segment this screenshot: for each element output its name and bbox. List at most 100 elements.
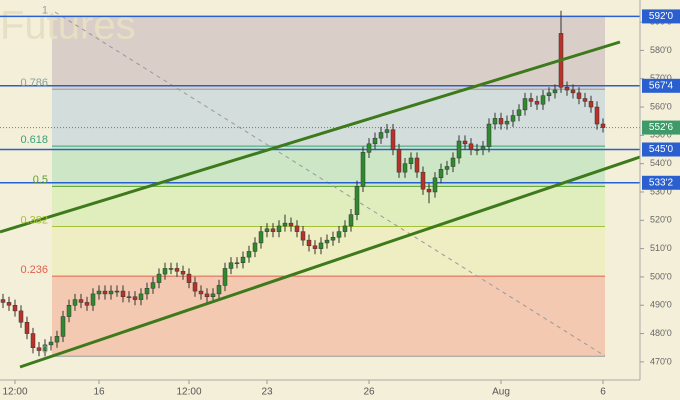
candle-body <box>150 282 156 289</box>
x-tick-label: 26 <box>363 387 375 398</box>
candle-body <box>510 115 516 122</box>
candle-body <box>408 157 414 164</box>
candle-body <box>402 163 408 173</box>
y-tick-label: 540'0 <box>650 158 672 168</box>
fib-zone <box>52 226 605 277</box>
candle-body <box>432 177 438 193</box>
candle-body <box>126 296 132 299</box>
candle-body <box>570 89 576 94</box>
price-tag <box>642 9 680 24</box>
candle-body <box>576 92 582 99</box>
candle-body <box>60 316 66 337</box>
fib-level-label: 0.618 <box>20 134 48 146</box>
candle-body <box>420 171 426 190</box>
candle-body <box>594 106 600 125</box>
candle-body <box>300 231 306 241</box>
trend-line-lower <box>19 155 641 369</box>
candle-body <box>96 290 102 295</box>
candle-body <box>492 118 498 125</box>
candle-body <box>516 109 522 116</box>
candle-body <box>486 123 492 147</box>
candle-body <box>468 143 474 150</box>
candle-body <box>342 225 348 232</box>
candle-body <box>456 140 462 159</box>
candle-body <box>252 242 258 252</box>
candle-body <box>582 98 588 102</box>
fib-zone <box>52 146 605 187</box>
candle-body <box>390 129 396 150</box>
candle-body <box>168 268 174 270</box>
candle-body <box>276 225 282 232</box>
fib-zone <box>52 16 605 90</box>
candle-body <box>426 188 432 193</box>
candle-body <box>108 290 114 295</box>
fib-zones <box>52 15 605 357</box>
candle-body <box>480 146 486 150</box>
fib-level-label: 1 <box>42 4 48 16</box>
x-tick-label: 12:00 <box>2 387 27 398</box>
candle-body <box>504 120 510 125</box>
fib-level-label: 0.5 <box>33 174 48 186</box>
candle-body <box>330 237 336 241</box>
candle-body <box>444 166 450 170</box>
y-tick-label: 480'0 <box>650 328 672 338</box>
fib-level-label: 0.236 <box>20 264 48 276</box>
candle-body <box>384 129 390 133</box>
candle-body <box>0 299 6 303</box>
candle-body <box>246 251 252 258</box>
y-tick-label: 500'0 <box>650 271 672 281</box>
x-tick-label: 12:00 <box>176 387 201 398</box>
candle-body <box>438 169 444 179</box>
y-tick-label: 490'0 <box>650 300 672 310</box>
candle-body <box>546 92 552 96</box>
candle-body <box>264 228 270 232</box>
candle-body <box>24 321 30 334</box>
candle-body <box>318 242 324 249</box>
candle-body <box>360 152 366 187</box>
candle-body <box>78 299 84 303</box>
plot-layer <box>0 10 640 357</box>
candle-body <box>54 336 60 343</box>
candle-body <box>588 101 594 108</box>
candle-body <box>198 290 204 295</box>
fib-level-label: 0 <box>42 344 48 356</box>
candle-body <box>372 137 378 145</box>
candle-body <box>270 228 276 232</box>
label-layer: 1 0.786 0.618 0.5 0.382 0.236 0 470'0 480'0 490'0… <box>2 4 680 398</box>
candle-body <box>90 293 96 306</box>
candle-body <box>336 231 342 238</box>
candle-body <box>258 231 264 244</box>
candle-body <box>540 95 546 105</box>
price-tag-label: 567'4 <box>649 80 674 91</box>
y-tick-label: 580'0 <box>650 45 672 55</box>
candle-body <box>66 304 72 317</box>
candle-body <box>414 157 420 173</box>
candle-body <box>294 225 300 232</box>
y-tick-label: 560'0 <box>650 101 672 111</box>
candle-body <box>552 89 558 94</box>
candle-body <box>450 157 456 167</box>
fib-level-label: 0.382 <box>20 214 48 226</box>
candle-body <box>102 290 108 295</box>
candle-body <box>18 310 24 323</box>
price-tag-label: 545'0 <box>649 144 674 155</box>
candle-body <box>564 86 570 91</box>
candle-body <box>396 149 402 173</box>
x-tick-label: 16 <box>93 387 105 398</box>
watermark: Futures <box>0 4 136 48</box>
x-tick-label: Aug <box>492 387 510 398</box>
candle-body <box>6 302 12 306</box>
candle-body <box>324 239 330 244</box>
last-price-label: 552'6 <box>649 122 674 133</box>
trend-line-upper <box>0 40 621 234</box>
candle-body <box>120 290 126 298</box>
candle-body <box>42 344 48 351</box>
candle-body <box>234 262 240 265</box>
y-tick-label: 470'0 <box>650 356 672 366</box>
candle-body <box>462 140 468 145</box>
candle-body <box>498 118 504 125</box>
candle-body <box>132 296 138 300</box>
y-tick-label: 550'0 <box>650 130 672 140</box>
y-tick-label: 520'0 <box>650 215 672 225</box>
